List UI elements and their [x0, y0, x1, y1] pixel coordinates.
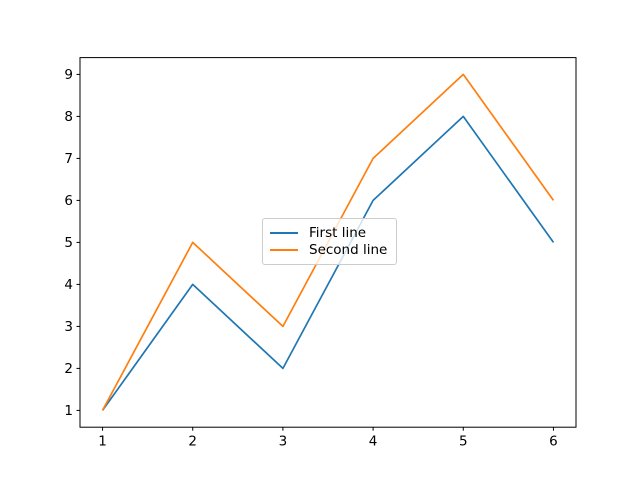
legend-item-first-line: First line [270, 225, 388, 241]
x-tick-label-1: 1 [98, 434, 107, 450]
y-tick-label-4: 4 [64, 277, 73, 293]
y-tick-label-2: 2 [64, 361, 73, 377]
y-tick-label-7: 7 [64, 151, 73, 167]
legend-label-second-line: Second line [309, 242, 388, 258]
y-tick-label-3: 3 [64, 319, 73, 335]
legend-line-sample-first-line [270, 232, 298, 234]
y-tick-label-6: 6 [64, 193, 73, 209]
legend-line-sample-second-line [270, 249, 298, 251]
series-line-0 [101, 115, 555, 411]
x-tick-label-6: 6 [549, 434, 558, 450]
y-tick-label-5: 5 [64, 235, 73, 251]
x-tick-label-2: 2 [188, 434, 197, 450]
legend-item-second-line: Second line [270, 242, 388, 258]
x-tick-label-3: 3 [279, 434, 288, 450]
legend-label-first-line: First line [309, 225, 367, 241]
x-tick-label-5: 5 [459, 434, 468, 450]
x-tick-label-4: 4 [369, 434, 378, 450]
y-tick-label-8: 8 [64, 109, 73, 125]
legend: First line Second line [262, 218, 397, 265]
y-tick-label-9: 9 [64, 67, 73, 83]
y-tick-label-1: 1 [64, 403, 73, 419]
